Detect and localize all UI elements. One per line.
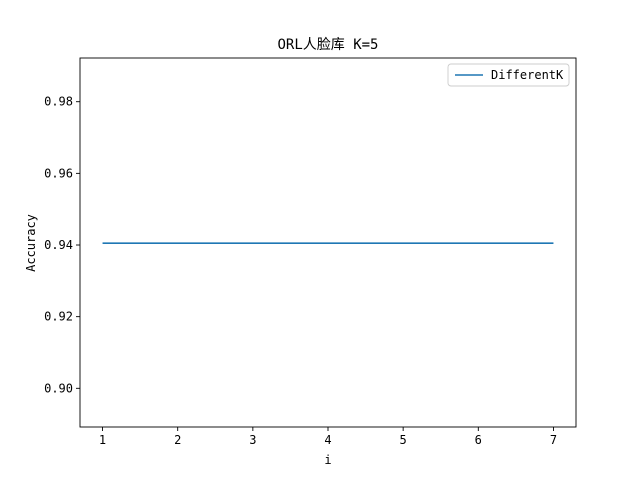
x-tick-label-6: 7 <box>550 433 557 447</box>
x-tick-label-3: 4 <box>324 433 331 447</box>
x-tick-label-0: 1 <box>99 433 106 447</box>
legend-label-0: DifferentK <box>491 68 564 82</box>
x-tick-label-5: 6 <box>475 433 482 447</box>
x-tick-label-4: 5 <box>400 433 407 447</box>
plot-area: 1 2 3 4 5 6 7 0.90 0.92 0.94 0.96 0.98 <box>44 57 577 447</box>
y-axis-label: Accuracy <box>24 214 38 272</box>
y-tick-label-3: 0.96 <box>44 166 73 180</box>
chart-title: ORL人脸库 K=5 <box>277 37 378 53</box>
x-tick-label-1: 2 <box>174 433 181 447</box>
legend: DifferentK <box>447 63 570 87</box>
y-tick-label-4: 0.98 <box>44 95 73 109</box>
y-tick-label-0: 0.90 <box>44 381 73 395</box>
y-tick-label-1: 0.92 <box>44 310 73 324</box>
legend-box <box>447 63 570 87</box>
y-tick-label-2: 0.94 <box>44 238 73 252</box>
x-axis-label: i <box>324 453 331 467</box>
x-tick-label-2: 3 <box>249 433 256 447</box>
